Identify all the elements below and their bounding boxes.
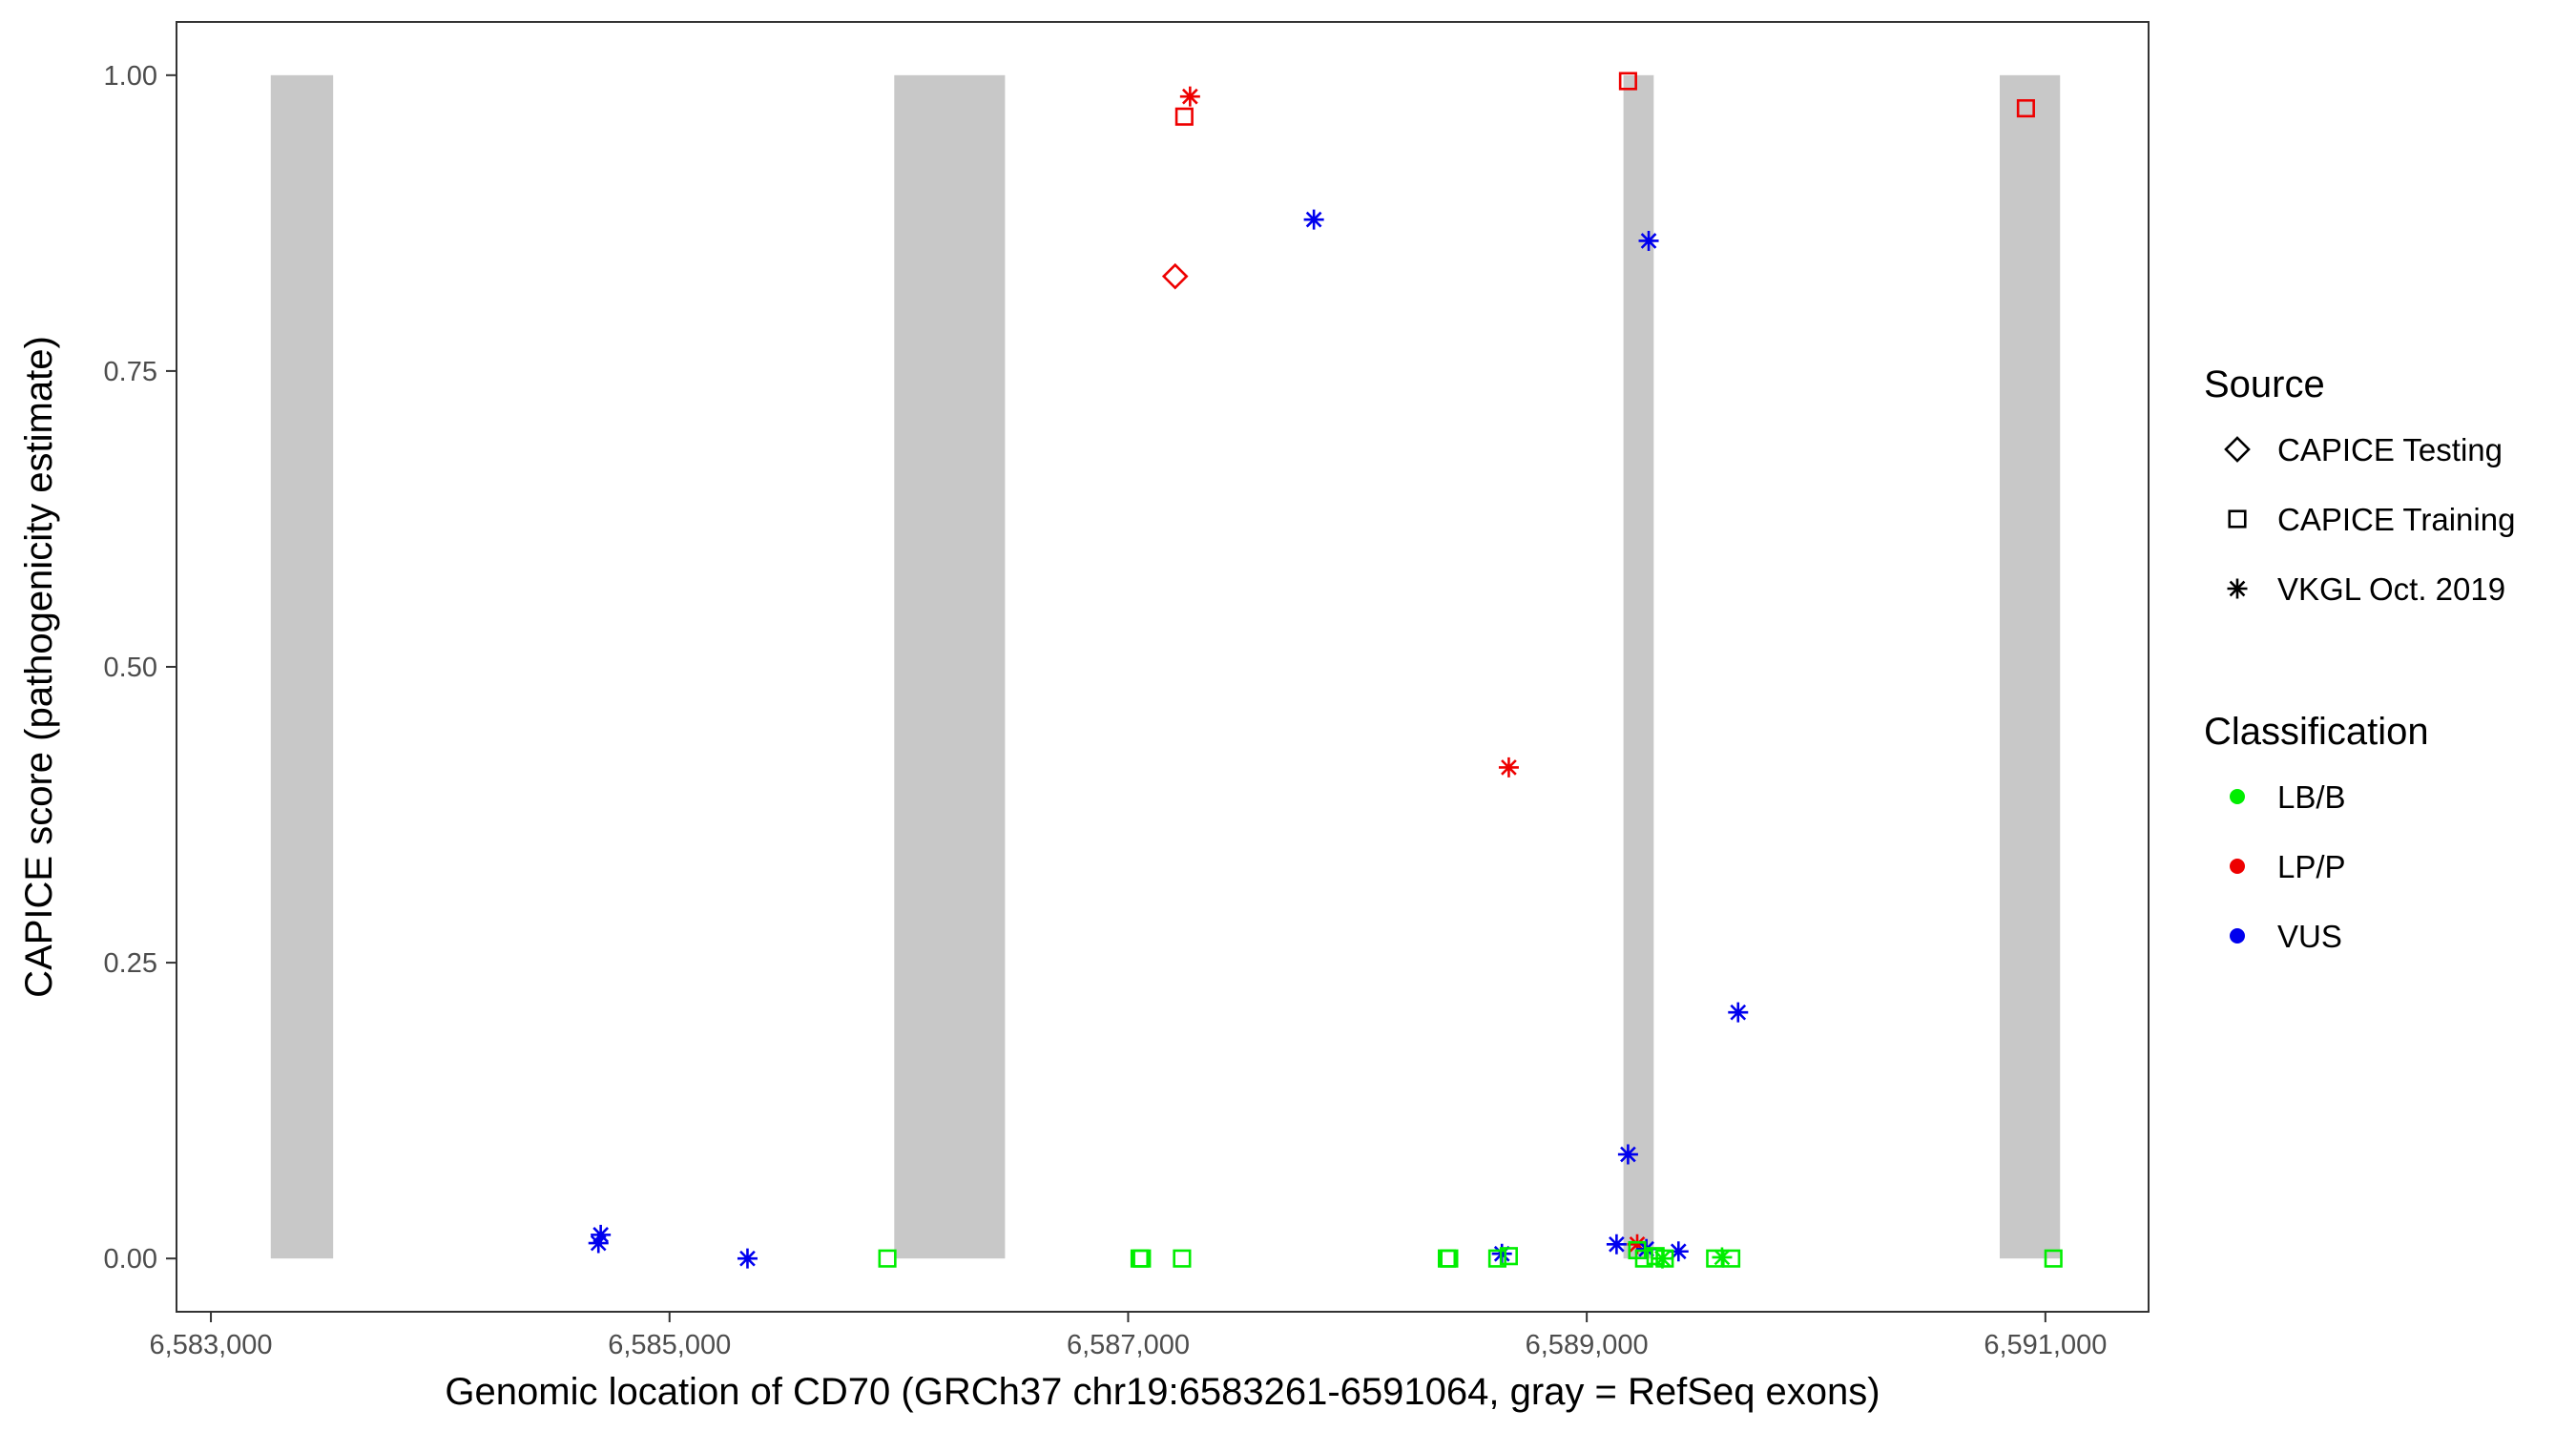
x-tick-label: 6,583,000: [150, 1330, 273, 1360]
y-tick-label: 0.75: [104, 357, 157, 387]
data-point: [1634, 1249, 1653, 1268]
legend-classification-label: VUS: [2277, 919, 2342, 954]
data-point: [1668, 1241, 1689, 1262]
legend-source-title: Source: [2204, 363, 2325, 405]
y-axis-title: CAPICE score (pathogenicity estimate): [18, 336, 60, 998]
point-layer: [588, 72, 2063, 1269]
data-point: [1161, 262, 1189, 290]
x-tick-label: 6,589,000: [1526, 1330, 1649, 1360]
data-point: [1487, 1249, 1506, 1268]
data-point: [2016, 98, 2035, 118]
data-point: [1638, 230, 1659, 251]
legend-source-key: [2227, 578, 2248, 599]
y-tick-label: 0.50: [104, 653, 157, 683]
data-point: [1440, 1249, 1459, 1268]
data-point: [1652, 1248, 1672, 1269]
data-point: [1173, 1249, 1192, 1268]
legend-source-label: VKGL Oct. 2019: [2277, 571, 2505, 607]
x-tick-label: 6,585,000: [608, 1330, 731, 1360]
legend: Source Classification CAPICE Testing CAPI…: [2204, 363, 2515, 954]
exon-bar-2: [894, 74, 1006, 1259]
exon-layer: [270, 74, 2061, 1259]
legend-source-key: [2224, 436, 2251, 463]
legend-classification-key: [2230, 859, 2245, 874]
y-tick-label: 0.25: [104, 948, 157, 979]
data-point: [591, 1224, 612, 1245]
y-tick-label: 1.00: [104, 61, 157, 92]
legend-source-key: [2228, 509, 2247, 529]
legend-source-label: CAPICE Testing: [2277, 432, 2503, 467]
data-point: [1636, 1238, 1657, 1259]
data-point: [1728, 1002, 1749, 1023]
data-point: [878, 1249, 897, 1268]
data-point: [2044, 1249, 2063, 1268]
data-point: [1303, 209, 1324, 230]
legend-source-label: CAPICE Training: [2277, 502, 2515, 537]
data-point: [1617, 1144, 1638, 1165]
plot-panel-border: [176, 21, 2150, 1313]
data-point: [588, 1233, 609, 1254]
exon-bar-1: [270, 74, 334, 1259]
legend-classification-label: LB/B: [2277, 779, 2346, 815]
legend-classification-title: Classification: [2204, 711, 2429, 753]
legend-classification-key: [2230, 928, 2245, 944]
data-point: [1132, 1249, 1152, 1268]
x-tick-label: 6,587,000: [1067, 1330, 1190, 1360]
data-point: [1712, 1247, 1733, 1268]
exon-bar-3: [1623, 74, 1654, 1259]
x-axis-title: Genomic location of CD70 (GRCh37 chr19:6…: [445, 1371, 1880, 1413]
data-point: [1174, 107, 1194, 126]
legend-classification-label: LP/P: [2277, 849, 2346, 884]
data-point: [1499, 1247, 1518, 1266]
data-point: [1179, 86, 1200, 107]
axis-layer: 6,583,000 6,585,000 6,587,000 6,589,000 6,59…: [104, 61, 2108, 1360]
data-point: [1606, 1234, 1627, 1255]
data-point: [1627, 1234, 1648, 1255]
exon-bar-4: [2000, 74, 2061, 1259]
y-tick-label: 0.00: [104, 1244, 157, 1275]
x-tick-label: 6,591,000: [1984, 1330, 2107, 1360]
data-point: [1618, 72, 1637, 91]
data-point: [1498, 757, 1519, 778]
legend-classification-key: [2230, 789, 2245, 804]
data-point: [737, 1248, 758, 1269]
